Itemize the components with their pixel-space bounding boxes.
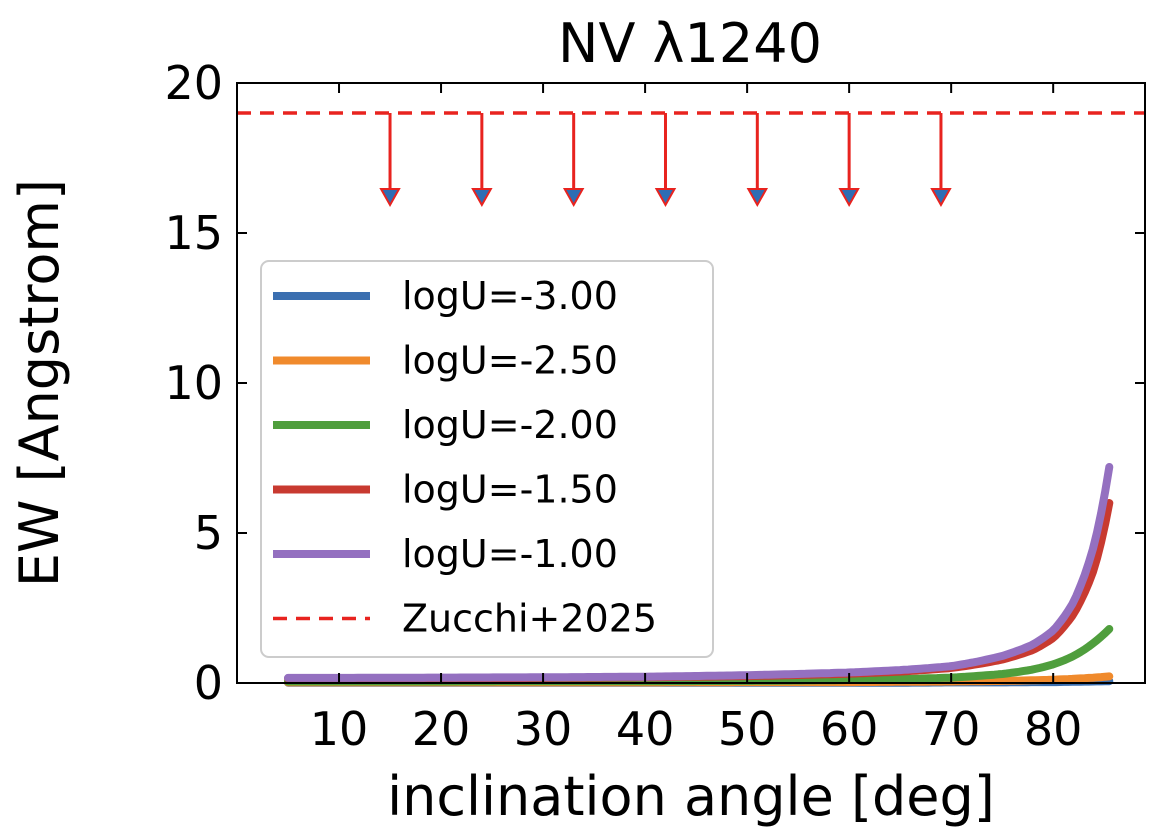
upper-limit-arrowhead-6 — [838, 188, 860, 208]
y-axis-label: EW [Angstrom] — [8, 179, 71, 587]
y-tick-label-5: 20 — [164, 56, 223, 110]
upper-limit-arrowhead-3 — [562, 188, 585, 208]
chart-title: NV λ1240 — [558, 12, 822, 75]
x-tick-label-5: 50 — [718, 702, 777, 756]
y-tick-label-4: 15 — [164, 206, 223, 260]
y-tick-label-2: 5 — [194, 506, 223, 560]
legend-label-1: logU=-3.00 — [402, 274, 618, 318]
upper-limit-arrowhead-4 — [654, 188, 677, 208]
legend-label-4: logU=-1.50 — [402, 468, 618, 512]
upper-limit-arrowhead-1 — [379, 188, 401, 208]
y-tick-label-1: 0 — [194, 656, 223, 710]
y-tick-label-3: 10 — [164, 356, 223, 410]
legend-label-5: logU=-1.00 — [402, 532, 618, 576]
x-tick-label-2: 20 — [412, 702, 471, 756]
x-tick-label-3: 30 — [514, 702, 573, 756]
upper-limit-arrowhead-5 — [746, 188, 769, 208]
x-tick-label-4: 40 — [616, 702, 675, 756]
x-tick-label-7: 70 — [922, 702, 981, 756]
series-line-5 — [284, 463, 1114, 682]
x-tick-label-1: 10 — [310, 702, 369, 756]
legend-label-6: Zucchi+2025 — [402, 597, 657, 641]
legend-label-2: logU=-2.50 — [402, 339, 618, 383]
legend-box — [260, 260, 714, 658]
legend: logU=-3.00 logU=-2.50 logU=-2.00 logU=-1.50… — [260, 260, 714, 658]
legend-label-3: logU=-2.00 — [402, 403, 618, 447]
x-axis-label: inclination angle [deg] — [387, 765, 995, 828]
x-tick-label-6: 60 — [820, 702, 879, 756]
axis-ticks: 10 20 30 40 50 60 70 80 0 5 10 15 20 — [164, 56, 1145, 756]
upper-limit-arrowhead-2 — [471, 188, 493, 208]
x-tick-label-8: 80 — [1024, 702, 1083, 756]
upper-limit-arrowhead-7 — [930, 188, 952, 208]
